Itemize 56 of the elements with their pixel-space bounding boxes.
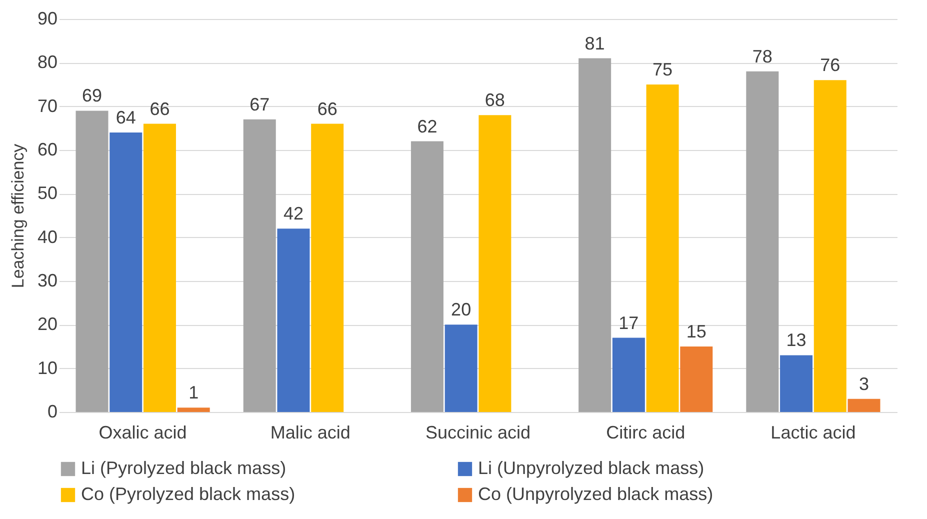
y-axis-title: Leaching efficiency (8, 143, 28, 288)
data-label: 42 (283, 204, 304, 224)
x-tick-label: Succinic acid (425, 422, 531, 442)
bar (311, 124, 344, 412)
bar (243, 119, 276, 412)
y-tick-label: 10 (37, 358, 58, 378)
bar (444, 324, 478, 412)
y-tick-label: 60 (37, 140, 58, 160)
data-label: 69 (82, 86, 102, 106)
data-label: 15 (686, 322, 706, 342)
bar (612, 338, 645, 412)
data-label: 1 (188, 382, 199, 403)
bar (814, 80, 846, 412)
x-tick-label: Malic acid (270, 422, 350, 442)
bar (848, 398, 880, 412)
bar (578, 58, 612, 412)
bar (746, 71, 779, 412)
y-tick-label: 0 (47, 402, 58, 422)
y-tick-label: 90 (37, 8, 58, 28)
data-label: 81 (584, 33, 605, 54)
data-label: 78 (752, 46, 772, 66)
data-label: 13 (786, 330, 806, 350)
data-label: 66 (317, 98, 338, 119)
bar (478, 115, 512, 412)
data-label: 75 (652, 60, 673, 80)
data-label: 68 (484, 90, 505, 110)
y-tick-label: 30 (37, 270, 58, 290)
y-tick-label: 70 (37, 96, 58, 116)
x-tick-label: Oxalic acid (98, 422, 187, 442)
legend-label: Li (Pyrolyzed black mass) (81, 458, 286, 478)
x-tick-label: Citirc acid (606, 422, 686, 442)
data-label: 3 (858, 374, 869, 394)
data-label: 64 (116, 108, 136, 128)
y-tick-label: 80 (37, 52, 58, 72)
bar (646, 84, 679, 412)
bar (177, 408, 210, 412)
bar (277, 228, 310, 412)
bar (780, 355, 813, 412)
y-tick-label: 20 (37, 314, 58, 334)
y-tick-label: 40 (37, 226, 58, 247)
data-label: 17 (618, 312, 639, 333)
bar (410, 141, 444, 412)
legend-label: Li (Unpyrolyzed black mass) (478, 458, 704, 478)
legend-label: Co (Unpyrolyzed black mass) (478, 484, 714, 504)
bar (143, 124, 176, 412)
bar (76, 110, 108, 412)
data-label: 66 (150, 98, 170, 119)
y-tick-label: 50 (37, 183, 58, 204)
bar (680, 346, 713, 412)
data-label: 76 (820, 55, 840, 76)
bar (110, 132, 142, 412)
data-label: 62 (417, 116, 438, 136)
data-label: 67 (250, 94, 270, 114)
legend-label: Co (Pyrolyzed black mass) (81, 484, 296, 504)
data-label: 20 (451, 300, 472, 320)
x-tick-label: Lactic acid (770, 422, 856, 442)
